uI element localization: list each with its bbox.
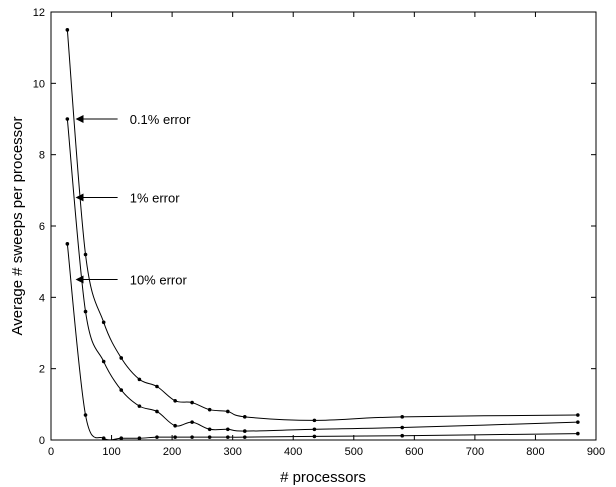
series-line-0 bbox=[66, 29, 578, 421]
series-1-point-1 bbox=[83, 309, 88, 314]
series-1-point-0 bbox=[65, 117, 70, 121]
annotation-label-2: 10% error bbox=[130, 273, 188, 288]
series-0 bbox=[65, 28, 580, 423]
series-1-point-12 bbox=[400, 425, 405, 430]
x-tick-label-2: 200 bbox=[163, 446, 181, 458]
series-0-point-6 bbox=[173, 398, 177, 403]
series-1-point-4 bbox=[137, 404, 142, 408]
series-1-point-2 bbox=[101, 359, 106, 364]
series-0-point-4 bbox=[137, 377, 142, 382]
series-0-point-11 bbox=[312, 418, 317, 423]
y-tick-label-3: 6 bbox=[39, 221, 45, 233]
x-tick-label-5: 500 bbox=[345, 446, 363, 458]
y-axis-label: Average # sweeps per processor bbox=[9, 116, 26, 335]
series-2-point-9 bbox=[226, 435, 230, 439]
series-2-point-13 bbox=[576, 431, 580, 436]
series-2-point-12 bbox=[400, 433, 405, 438]
y-tick-label-0: 0 bbox=[39, 435, 45, 447]
series-1-point-11 bbox=[312, 427, 317, 432]
series-0-point-13 bbox=[576, 413, 580, 417]
series-0-point-0 bbox=[65, 28, 70, 32]
tick-labels: 0 100 200 300 400 500 600 700 800 900 0 2 4 6 8 10 12 bbox=[33, 7, 605, 458]
series-2 bbox=[65, 242, 580, 441]
series-0-point-2 bbox=[101, 320, 106, 325]
series-2-point-5 bbox=[155, 435, 159, 439]
series-layer bbox=[65, 28, 580, 441]
annotation-label-1: 1% error bbox=[130, 190, 181, 205]
x-tick-label-7: 700 bbox=[466, 446, 484, 458]
series-1-point-7 bbox=[190, 420, 194, 424]
series-2-point-3 bbox=[119, 436, 124, 441]
series-1-point-6 bbox=[173, 423, 177, 428]
series-1 bbox=[65, 117, 580, 433]
x-axis-label: # processors bbox=[280, 469, 366, 486]
series-2-point-10 bbox=[242, 435, 247, 439]
series-2-point-4 bbox=[137, 436, 142, 441]
series-1-point-5 bbox=[155, 409, 159, 414]
series-0-point-9 bbox=[226, 409, 230, 414]
series-1-point-13 bbox=[576, 420, 580, 424]
series-0-point-7 bbox=[190, 400, 194, 405]
plot-frame bbox=[50, 11, 597, 441]
x-tick-label-1: 100 bbox=[102, 446, 120, 458]
x-tick-label-9: 900 bbox=[587, 446, 605, 458]
series-1-point-9 bbox=[226, 427, 230, 432]
series-0-point-10 bbox=[242, 415, 247, 419]
series-0-point-8 bbox=[207, 407, 212, 412]
axis-ticks bbox=[50, 11, 597, 441]
series-2-point-1 bbox=[83, 413, 88, 417]
series-2-point-7 bbox=[190, 435, 194, 439]
x-tick-label-4: 400 bbox=[284, 446, 302, 458]
y-tick-label-5: 10 bbox=[33, 78, 45, 90]
y-tick-label-4: 8 bbox=[39, 150, 45, 162]
series-0-point-5 bbox=[155, 384, 159, 389]
series-0-point-3 bbox=[119, 356, 124, 360]
series-1-point-10 bbox=[242, 429, 247, 433]
series-0-point-12 bbox=[400, 415, 405, 419]
x-tick-label-3: 300 bbox=[223, 446, 241, 458]
y-tick-label-2: 4 bbox=[39, 292, 45, 304]
series-2-point-2 bbox=[101, 436, 106, 441]
annotation-layer: 0.1% error 1% error 10% error bbox=[75, 112, 191, 288]
y-tick-label-1: 2 bbox=[39, 364, 45, 376]
y-tick-label-6: 12 bbox=[33, 7, 45, 19]
series-1-point-3 bbox=[119, 388, 124, 392]
series-line-2 bbox=[66, 243, 578, 441]
x-tick-label-0: 0 bbox=[48, 446, 54, 458]
annotation-label-0: 0.1% error bbox=[130, 112, 191, 127]
x-tick-label-6: 600 bbox=[405, 446, 423, 458]
series-line-1 bbox=[66, 118, 578, 432]
series-2-point-8 bbox=[207, 435, 212, 439]
series-0-point-1 bbox=[83, 252, 88, 257]
series-2-point-0 bbox=[65, 242, 70, 246]
series-2-point-11 bbox=[312, 434, 317, 439]
series-2-point-6 bbox=[173, 435, 177, 439]
series-1-point-8 bbox=[207, 427, 212, 432]
x-tick-label-8: 800 bbox=[526, 446, 544, 458]
